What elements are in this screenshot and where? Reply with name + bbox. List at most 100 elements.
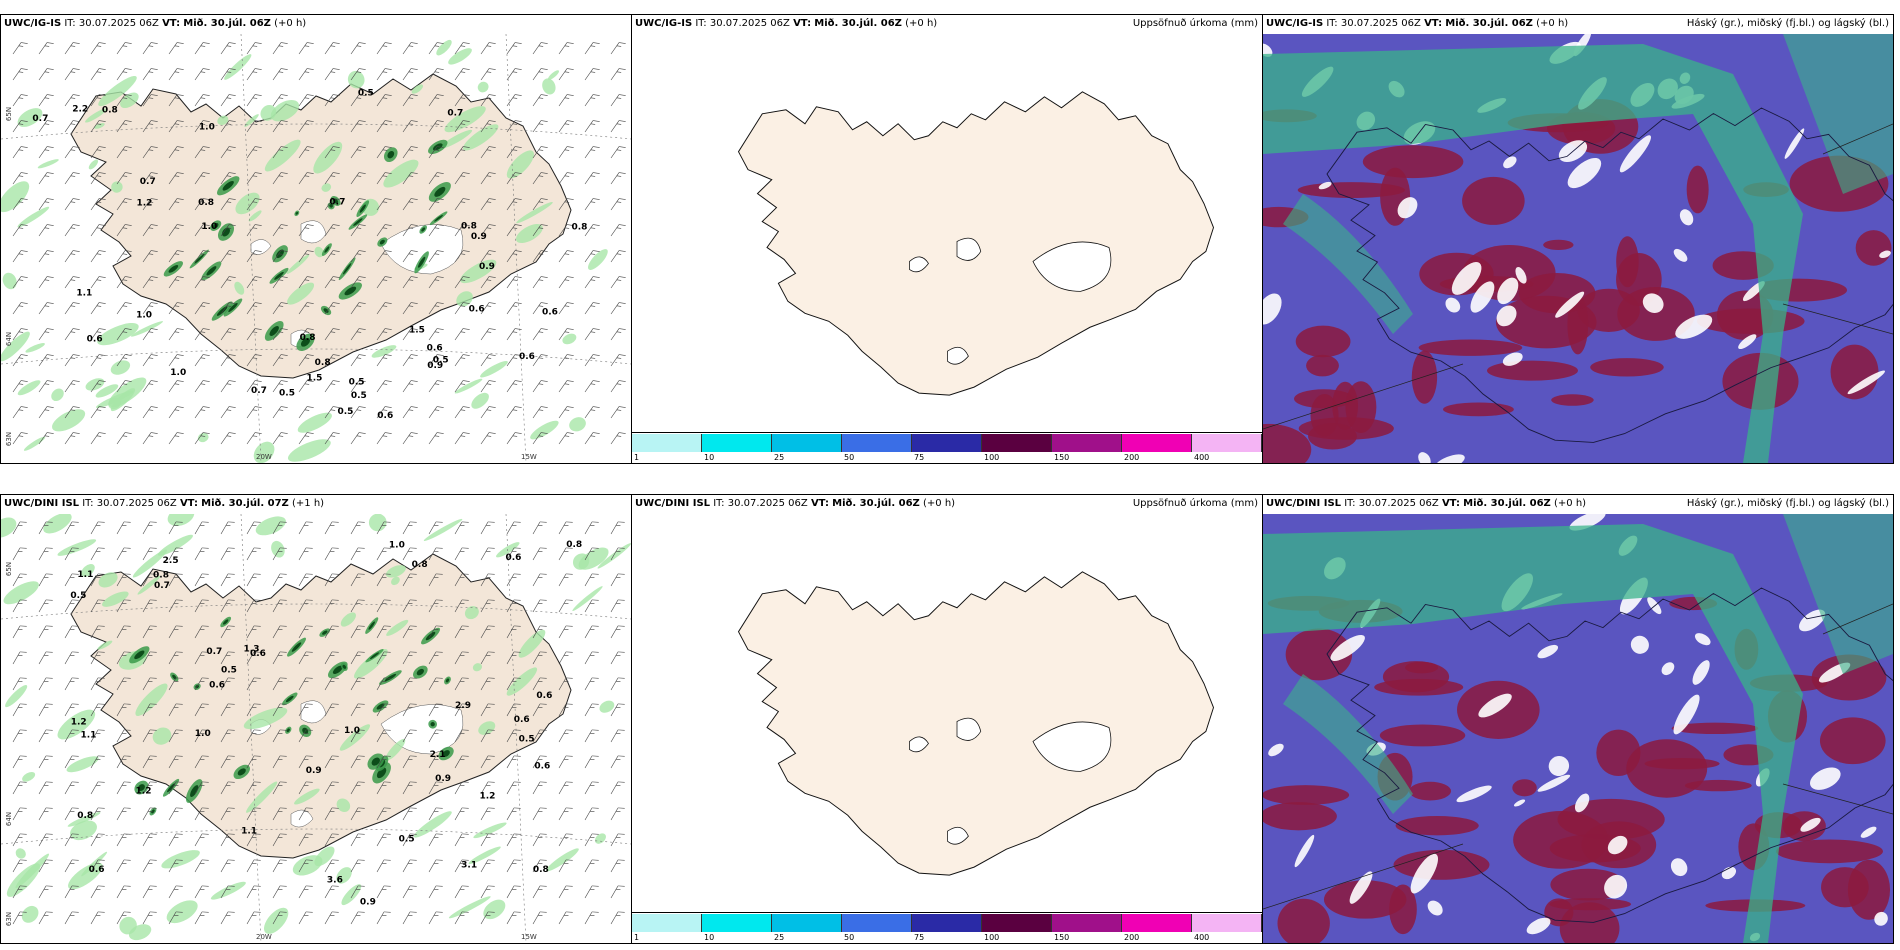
latitude-line (1, 348, 631, 365)
colorbar-segment (912, 914, 982, 932)
precip-area (97, 640, 113, 650)
wind-barb (324, 120, 340, 133)
panel-field-title: Háský (gr.), miðský (fj.bl.) og lágský (… (1686, 18, 1889, 29)
wind-barb (194, 651, 209, 665)
wind-barb (480, 807, 495, 821)
precip-area (294, 788, 320, 805)
wind-barb (220, 885, 235, 899)
clear-sky-area (1496, 305, 1517, 327)
wind-barb (506, 599, 521, 613)
wind-barb (428, 807, 443, 821)
wind-barb (168, 42, 184, 55)
wind-barb (454, 599, 469, 613)
precip-area (478, 721, 496, 735)
wind-barb (220, 302, 236, 315)
precip-area (448, 896, 491, 919)
precip-value-label: 0.8 (198, 198, 214, 208)
low-cloud-area (1559, 902, 1620, 943)
wind-barb (142, 729, 157, 743)
precip-value-label: 0.8 (77, 811, 93, 821)
wind-barb (584, 859, 599, 873)
wind-barb (168, 354, 184, 367)
wind-barb (428, 224, 444, 237)
wind-barb (376, 198, 392, 211)
high-cloud-band (1783, 34, 1893, 194)
clear-sky-area (1427, 900, 1443, 916)
precip-area (57, 539, 97, 556)
wind-barb (64, 172, 80, 185)
glacier (956, 717, 982, 741)
wind-barb (506, 547, 521, 561)
wind-barb (12, 276, 28, 289)
wind-barb (246, 599, 261, 613)
low-cloud-area (1409, 781, 1452, 801)
wind-barb (194, 432, 210, 445)
precip-core (237, 768, 246, 776)
low-cloud-area (1263, 802, 1337, 831)
precip-area (423, 518, 463, 542)
wind-barb (116, 755, 131, 769)
wind-barb (272, 729, 287, 743)
low-cloud-area (1295, 325, 1351, 358)
wind-barb (272, 328, 288, 341)
wind-barb (116, 729, 131, 743)
wind-barb (272, 807, 287, 821)
wind-barb (350, 302, 366, 315)
wind-barb (298, 276, 314, 289)
wind-barb (324, 599, 339, 613)
wind-barb (220, 521, 235, 535)
precip-area (297, 412, 332, 433)
wind-barb (116, 651, 131, 665)
precip-value-label: 1.1 (81, 730, 97, 740)
wind-barb (90, 755, 105, 769)
wind-barb (116, 224, 132, 237)
precip-area (111, 181, 123, 193)
wind-barb (532, 68, 548, 81)
wind-barb (428, 703, 443, 717)
wind-barb (168, 146, 184, 159)
wind-barb (376, 703, 391, 717)
precip-value-label: 0.6 (536, 691, 552, 701)
wind-barb (298, 781, 313, 795)
lat-label: 63N (5, 911, 14, 927)
wind-barb (90, 68, 106, 81)
precip-area (480, 360, 508, 378)
wind-barb (194, 833, 209, 847)
precip-core (342, 263, 352, 275)
wind-barb (298, 224, 314, 237)
wind-barb (168, 755, 183, 769)
wind-barb (116, 172, 132, 185)
glacier (1032, 241, 1112, 292)
wind-barb (428, 432, 444, 445)
wind-barb (584, 703, 599, 717)
wind-barb (376, 328, 392, 341)
wind-barb (428, 302, 444, 315)
wind-barb (194, 302, 210, 315)
wind-barb (584, 885, 599, 899)
wind-barb (64, 146, 80, 159)
region-boundary (1263, 363, 1464, 430)
wind-barb (558, 94, 574, 107)
precip-area (473, 822, 507, 839)
wind-barb (324, 703, 339, 717)
wind-barb (428, 354, 444, 367)
wind-barb (116, 94, 132, 107)
wind-barb (584, 911, 599, 925)
low-cloud-area (1443, 402, 1514, 417)
wind-barb (402, 755, 417, 769)
wind-barb (480, 432, 496, 445)
wind-barb (532, 703, 547, 717)
wind-barb (220, 146, 236, 159)
wind-barb (532, 599, 547, 613)
wind-barb (558, 729, 573, 743)
wind-barb (246, 406, 262, 419)
wind-barb (480, 677, 495, 691)
wind-barb (402, 68, 418, 81)
wind-barb (532, 651, 547, 665)
wind-barb (12, 703, 27, 717)
wind-barb (272, 250, 288, 263)
wind-barb (38, 42, 54, 55)
wind-barb (90, 807, 105, 821)
wind-barb (350, 859, 365, 873)
wind-barb (376, 729, 391, 743)
